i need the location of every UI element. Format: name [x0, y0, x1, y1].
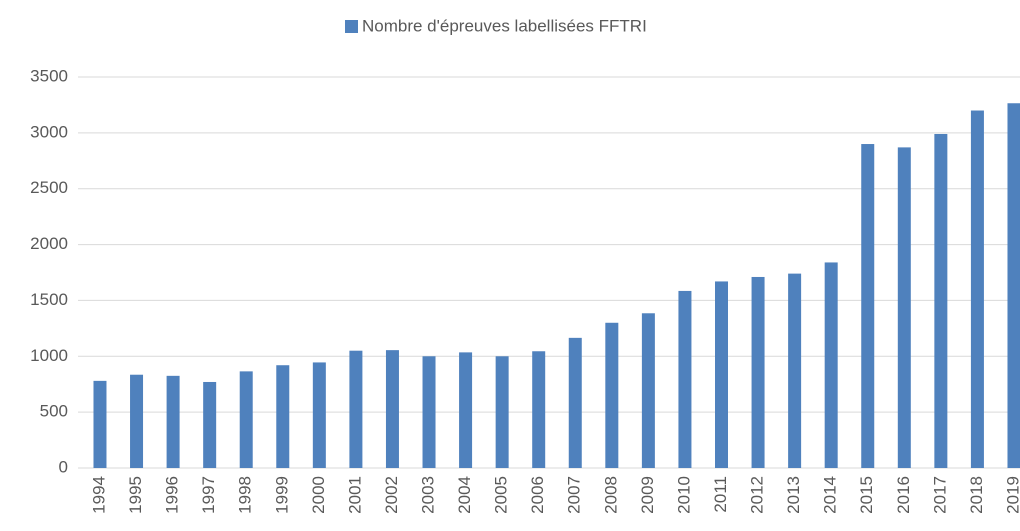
bar	[568, 337, 582, 468]
y-tick-label: 1000	[30, 346, 68, 365]
bar	[349, 350, 363, 468]
bar	[93, 380, 107, 468]
bar	[788, 273, 802, 468]
bar	[276, 365, 290, 468]
x-tick-label: 2012	[748, 476, 767, 514]
x-tick-label: 2000	[309, 476, 328, 514]
bar	[605, 322, 619, 468]
bar	[385, 350, 399, 468]
y-tick-label: 3000	[30, 122, 68, 141]
bar	[824, 262, 838, 468]
x-tick-label: 2014	[821, 476, 840, 514]
x-tick-label: 2017	[930, 476, 949, 514]
legend-label: Nombre d'épreuves labellisées FFTRI	[362, 16, 647, 35]
x-tick-label: 2011	[711, 476, 730, 513]
x-tick-label: 2003	[419, 476, 438, 514]
x-tick-label: 2013	[784, 476, 803, 514]
x-tick-label: 2004	[455, 476, 474, 514]
x-tick-label: 2018	[967, 476, 986, 514]
bar	[203, 381, 217, 468]
x-tick-label: 2019	[1003, 476, 1020, 514]
bar	[641, 313, 655, 468]
y-tick-label: 2500	[30, 178, 68, 197]
y-tick-label: 1500	[30, 290, 68, 309]
bar	[678, 290, 692, 468]
bar	[934, 133, 948, 468]
bar	[422, 356, 436, 468]
bar	[239, 371, 253, 468]
legend-swatch	[345, 20, 358, 33]
x-tick-label: 2015	[857, 476, 876, 514]
x-tick-label: 1996	[163, 476, 182, 514]
bar	[970, 110, 984, 468]
y-tick-label: 0	[59, 457, 68, 476]
x-tick-label: 2002	[382, 476, 401, 514]
x-tick-label: 1997	[199, 476, 218, 514]
x-tick-label: 2008	[601, 476, 620, 514]
x-tick-label: 1999	[272, 476, 291, 514]
x-tick-label: 1995	[126, 476, 145, 514]
bar	[897, 147, 911, 468]
bar	[1007, 103, 1020, 468]
x-tick-label: 1994	[89, 476, 108, 514]
x-tick-label: 2005	[492, 476, 511, 514]
y-tick-label: 2000	[30, 234, 68, 253]
bar	[861, 144, 875, 468]
y-tick-label: 500	[40, 402, 68, 421]
x-tick-label: 2006	[528, 476, 547, 514]
bar	[130, 374, 144, 468]
x-tick-label: 2007	[565, 476, 584, 514]
bar	[166, 375, 180, 468]
bar	[715, 281, 728, 468]
bar	[495, 356, 509, 468]
bar	[312, 362, 326, 468]
x-tick-label: 2009	[638, 476, 657, 514]
bar	[751, 276, 765, 468]
bar	[532, 351, 546, 468]
x-tick-label: 2016	[894, 476, 913, 514]
x-tick-label: 2001	[345, 476, 364, 514]
x-tick-label: 2010	[674, 476, 693, 514]
bar	[459, 352, 473, 468]
y-tick-label: 3500	[30, 66, 68, 85]
x-tick-label: 1998	[236, 476, 255, 514]
